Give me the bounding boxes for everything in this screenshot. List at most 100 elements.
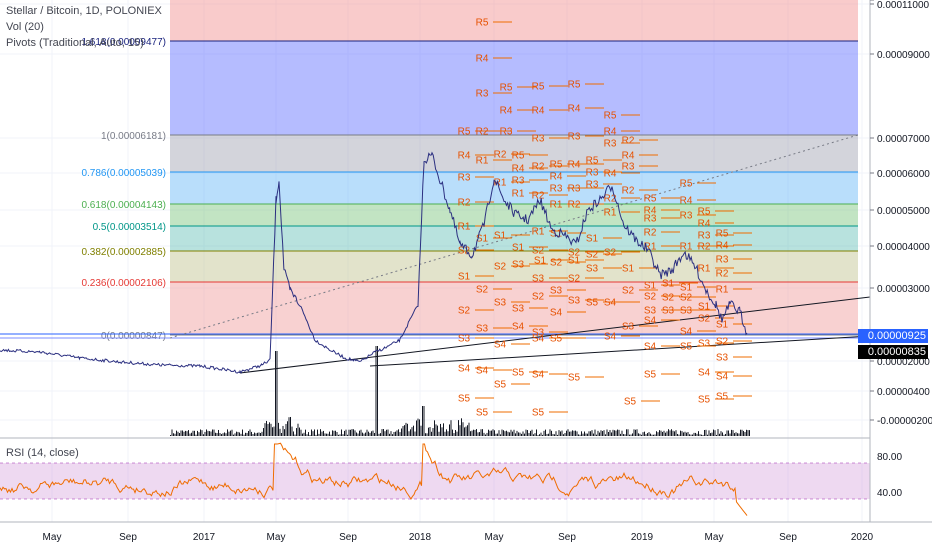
- volume-bar: [579, 434, 581, 436]
- volume-bar: [624, 434, 626, 436]
- volume-bar: [572, 430, 573, 436]
- volume-bar: [555, 431, 557, 436]
- rsi-indicator-label[interactable]: RSI (14, close): [6, 447, 79, 459]
- volume-bar: [653, 434, 654, 436]
- volume-bar: [678, 434, 680, 436]
- volume-bar: [584, 431, 585, 436]
- volume-bar: [225, 433, 227, 436]
- pivot-label: S1: [550, 229, 563, 240]
- pivot-label: S4: [698, 368, 711, 379]
- pivot-label: R5: [680, 179, 693, 190]
- pivot-label: S5: [680, 342, 693, 353]
- volume-bar: [707, 434, 708, 436]
- volume-bar: [264, 423, 266, 436]
- volume-bar: [396, 430, 398, 436]
- volume-bar: [452, 429, 453, 436]
- volume-bar: [365, 432, 366, 436]
- volume-bar: [689, 434, 690, 436]
- pivot-label: R4: [680, 196, 693, 207]
- volume-indicator-label[interactable]: Vol (20): [6, 21, 44, 33]
- pivots-indicator-label[interactable]: Pivots (Traditional, Auto, 15): [6, 37, 144, 49]
- volume-bar: [282, 425, 284, 436]
- price-axis-label: 0.00002000: [877, 357, 930, 368]
- volume-bar: [506, 430, 507, 436]
- volume-bar: [195, 434, 197, 436]
- volume-bar: [582, 433, 584, 436]
- volume-bar: [723, 434, 725, 436]
- volume-bar: [240, 433, 242, 436]
- time-axis-label: Sep: [339, 532, 357, 543]
- volume-bar: [341, 429, 342, 436]
- volume-bar: [339, 434, 341, 436]
- volume-bar: [558, 430, 560, 436]
- pivot-label: R3: [568, 132, 581, 143]
- volume-bar: [734, 433, 735, 436]
- pivot-label: R4: [604, 169, 617, 180]
- volume-bar: [672, 430, 674, 436]
- volume-bar: [726, 430, 728, 436]
- volume-bar: [405, 422, 407, 436]
- symbol-title[interactable]: Stellar / Bitcoin, 1D, POLONIEX: [6, 5, 162, 17]
- volume-bar: [246, 432, 248, 436]
- volume-bar: [657, 432, 659, 436]
- volume-bar: [473, 429, 474, 436]
- pivot-label: R4: [476, 54, 489, 65]
- volume-bar: [539, 434, 540, 436]
- volume-bar: [227, 429, 228, 436]
- volume-bar: [323, 430, 324, 436]
- volume-bar: [587, 433, 588, 436]
- volume-bar: [228, 431, 230, 436]
- time-axis-label: 2018: [409, 532, 432, 543]
- pivot-label: S4: [604, 332, 617, 343]
- volume-bar: [392, 434, 393, 436]
- volume-bar: [474, 429, 476, 436]
- volume-bar: [498, 430, 500, 436]
- pivot-label: R3: [586, 168, 599, 179]
- volume-bar: [462, 422, 464, 436]
- volume-bar: [428, 427, 429, 436]
- price-axis-label: 0.00000400: [877, 387, 930, 398]
- fib-level-label: 0.786(0.00005039): [81, 168, 166, 179]
- pivot-label: S4: [458, 364, 471, 375]
- volume-bar: [371, 431, 372, 436]
- pivot-label: R1: [604, 208, 617, 219]
- volume-bar: [629, 434, 630, 436]
- volume-bar: [668, 429, 669, 436]
- pivot-label: S2: [494, 262, 507, 273]
- price-line: [0, 151, 748, 374]
- pivot-label: S3: [716, 353, 729, 364]
- volume-bar: [699, 434, 701, 436]
- volume-bar: [537, 434, 539, 436]
- pivot-label: S1: [622, 264, 635, 275]
- volume-bar: [300, 429, 302, 436]
- volume-bar: [242, 429, 243, 436]
- volume-bar: [722, 432, 723, 436]
- volume-bar: [213, 429, 215, 436]
- volume-bar: [545, 429, 546, 436]
- pivot-label: S3: [586, 264, 599, 275]
- volume-bar: [536, 429, 537, 436]
- volume-bar: [728, 430, 729, 436]
- volume-bar: [221, 434, 222, 436]
- pivot-label: S3: [512, 260, 525, 271]
- chart-legend: Stellar / Bitcoin, 1D, POLONIEX Vol (20)…: [6, 3, 162, 51]
- volume-bar: [383, 429, 384, 436]
- volume-bar: [690, 434, 692, 436]
- volume-bar: [443, 423, 444, 436]
- fib-level-label: 1(0.00006181): [101, 131, 166, 142]
- rsi-axis-label: 40.00: [877, 488, 902, 499]
- volume-bar: [626, 429, 627, 436]
- volume-bar: [732, 430, 734, 436]
- volume-bar: [188, 430, 189, 436]
- time-axis-label: May: [485, 532, 504, 543]
- volume-bar: [603, 430, 605, 436]
- volume-bar: [237, 431, 239, 436]
- pivot-label: S2: [532, 246, 545, 257]
- pivot-label: R1: [512, 189, 525, 200]
- volume-bar: [468, 422, 470, 436]
- pivot-label: S2: [662, 293, 675, 304]
- volume-bar: [399, 432, 401, 436]
- pivot-label: R1: [494, 178, 507, 189]
